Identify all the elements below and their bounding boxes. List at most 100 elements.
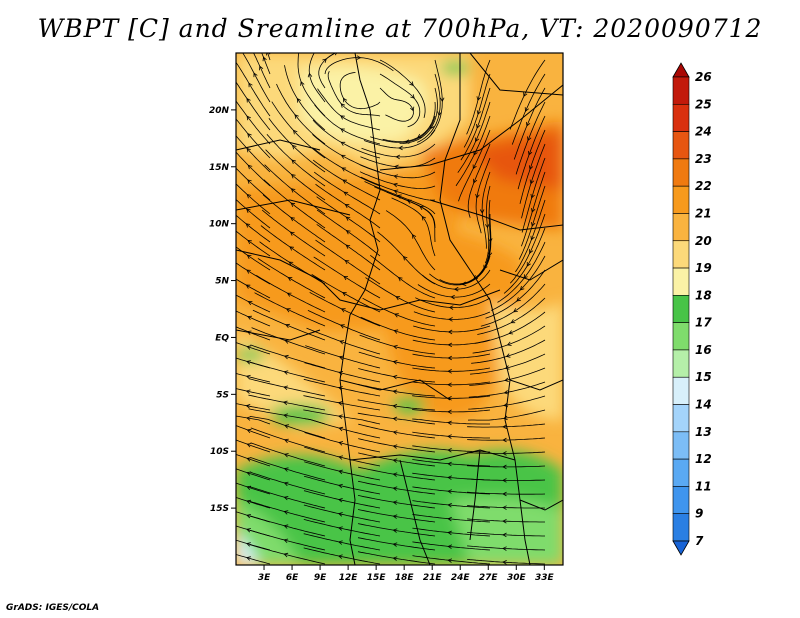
streamline	[236, 294, 271, 313]
streamline	[412, 514, 491, 523]
streamline	[391, 197, 436, 257]
streamline-arrow	[292, 129, 298, 135]
streamline-arrow	[248, 82, 253, 88]
streamline	[236, 415, 271, 425]
streamline-arrow	[502, 505, 507, 510]
streamline	[305, 345, 381, 369]
streamline-arrow	[247, 315, 252, 320]
field-patch-4	[441, 62, 469, 74]
streamline-arrow	[247, 179, 252, 184]
colorbar-swatch	[672, 513, 690, 542]
streamlines	[236, 53, 546, 565]
colorbar-swatch	[672, 376, 690, 405]
streamline	[236, 497, 271, 509]
streamline-arrow	[283, 538, 289, 543]
streamline-arrow	[282, 400, 288, 406]
streamline-arrow	[524, 107, 529, 112]
streamline-arrow	[246, 269, 251, 274]
streamline-arrow	[284, 438, 289, 444]
streamline	[359, 334, 436, 355]
streamline	[242, 53, 271, 103]
streamline	[412, 431, 490, 439]
colorbar: 26 25 24 23 22 21 20 19 18 17 16 15 14 13 12 11 9 7	[672, 62, 712, 556]
streamline	[316, 209, 381, 257]
streamline-arrow	[503, 415, 508, 421]
streamline-arrow	[447, 475, 452, 480]
streamline	[399, 87, 438, 144]
streamline	[267, 53, 271, 61]
streamline-arrow	[447, 530, 452, 536]
streamline-arrow	[334, 53, 338, 56]
streamline	[357, 537, 436, 551]
colorbar-swatch	[672, 295, 690, 323]
streamline	[412, 418, 490, 425]
streamline	[312, 159, 381, 201]
x-tick-label: 15E	[367, 573, 387, 583]
streamline-arrow	[404, 139, 410, 144]
streamline	[360, 176, 436, 201]
streamline-arrow	[290, 202, 296, 207]
streamline	[314, 104, 381, 145]
streamline	[358, 438, 436, 453]
streamline-arrow	[502, 464, 507, 470]
field-patch-2	[236, 349, 264, 361]
streamline	[370, 115, 436, 143]
streamline-arrow	[300, 81, 305, 86]
streamline	[417, 73, 441, 143]
colorbar-label: 9	[695, 507, 703, 521]
streamline	[358, 466, 436, 481]
streamline	[266, 134, 326, 187]
streamline	[250, 457, 326, 481]
streamline	[518, 185, 546, 260]
streamline-arrow	[476, 123, 481, 129]
streamline-arrow	[504, 365, 510, 370]
streamline	[236, 310, 271, 327]
streamline	[358, 423, 436, 439]
chart-title: WBPT [C] and Sreamline at 700hPa, VT: 20…	[37, 14, 763, 43]
streamline	[252, 309, 326, 341]
streamline	[257, 258, 326, 299]
streamline	[363, 129, 436, 149]
streamline-arrow	[259, 65, 264, 71]
colorbar-swatch	[672, 322, 690, 351]
streamline-arrow	[290, 216, 295, 222]
streamline	[475, 157, 491, 234]
streamline-arrow	[392, 344, 398, 350]
streamline	[497, 241, 546, 303]
streamline	[468, 381, 546, 398]
streamline	[379, 73, 421, 128]
colorbar-label: 22	[695, 179, 712, 193]
colorbar-label: 24	[695, 125, 712, 139]
streamline-arrow	[287, 277, 293, 282]
streamline-arrow	[393, 174, 399, 179]
streamline-arrow	[338, 469, 343, 475]
streamline	[312, 147, 381, 187]
streamline-arrow	[392, 416, 398, 422]
streamline-arrow	[340, 128, 345, 133]
streamline-arrow	[340, 154, 346, 159]
streamline	[236, 454, 271, 467]
streamline	[477, 297, 546, 335]
colorbar-label: 20	[695, 234, 712, 248]
colorbar-label: 7	[695, 534, 704, 548]
streamline	[412, 555, 491, 565]
colorbar-top-arrow	[672, 62, 690, 78]
streamline	[236, 167, 271, 201]
streamline-arrow	[392, 389, 398, 395]
streamline-arrow	[342, 179, 348, 184]
streamline	[412, 500, 491, 509]
streamline	[327, 71, 381, 117]
streamline-arrow	[246, 471, 252, 476]
streamline	[236, 342, 271, 355]
streamline-arrow	[338, 426, 344, 432]
streamline-arrow	[502, 491, 507, 497]
streamline-arrow	[531, 208, 536, 213]
streamline-arrow	[392, 458, 398, 463]
streamline-arrow	[453, 286, 459, 292]
streamline-arrow	[339, 324, 345, 329]
streamline	[359, 171, 436, 190]
streamline-arrow	[394, 313, 399, 318]
streamline	[503, 227, 546, 294]
streamline-arrow	[450, 294, 455, 300]
